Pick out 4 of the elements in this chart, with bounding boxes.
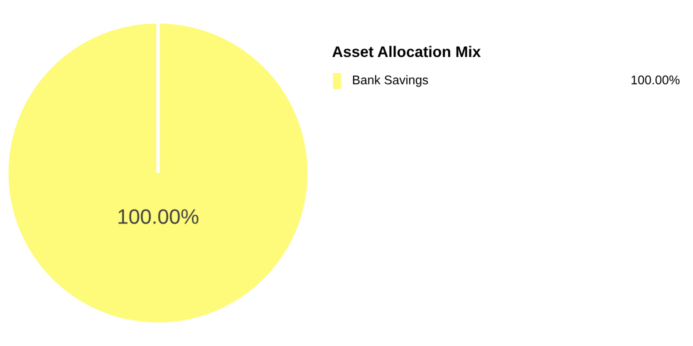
text: 100.00% xyxy=(632,76,680,84)
legend-label: Bank Savings xyxy=(353,75,428,87)
legend-title: Asset Allocation Mix xyxy=(332,46,481,58)
data-label: 100.00% xyxy=(118,209,198,224)
